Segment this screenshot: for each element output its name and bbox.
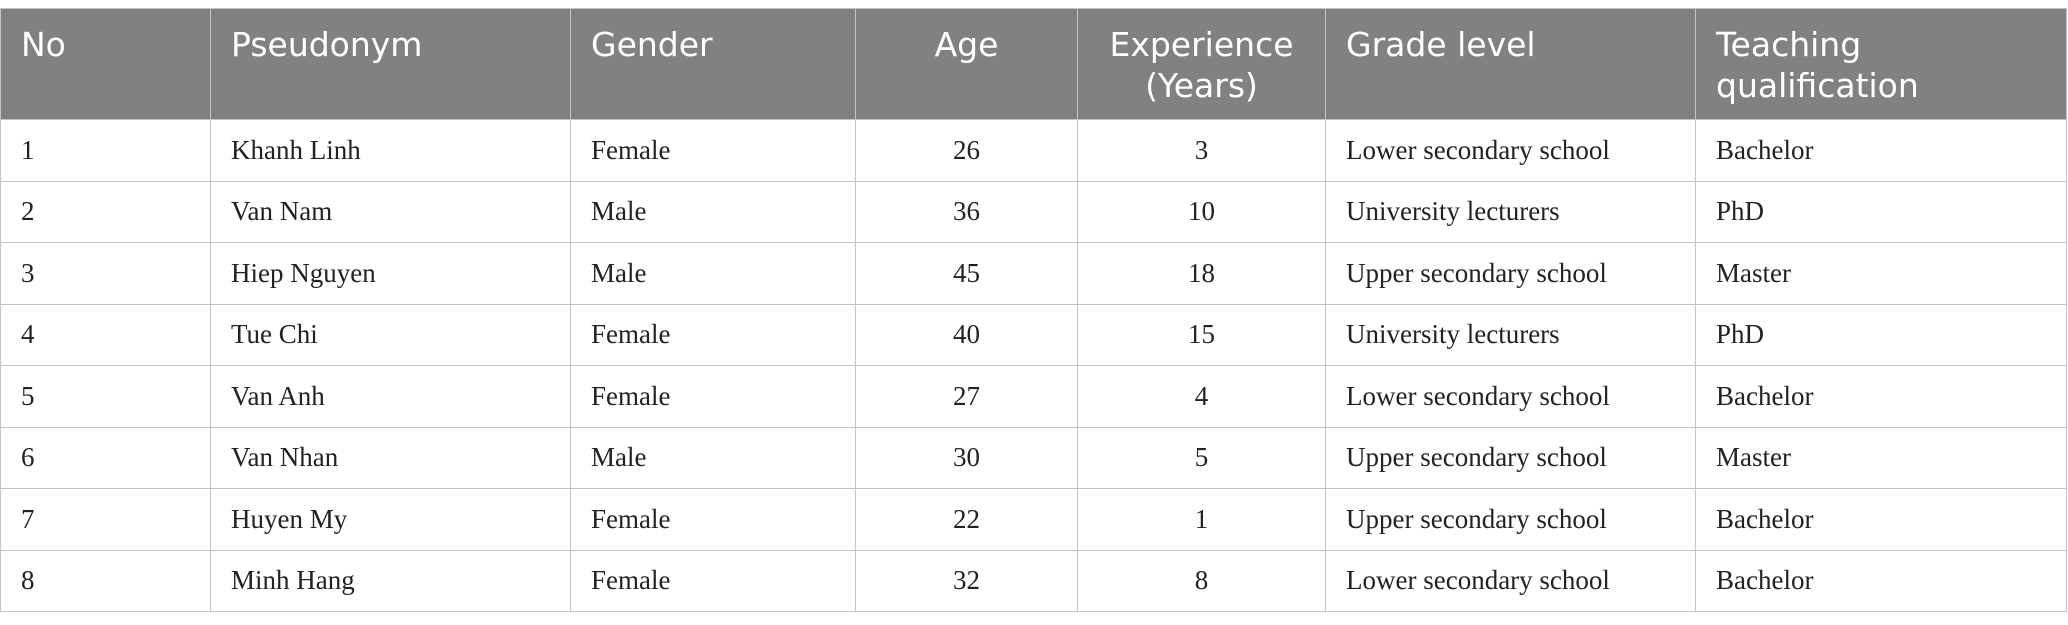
cell-age: 30 xyxy=(855,426,1078,489)
cell-no: 3 xyxy=(0,242,211,305)
cell-gender: Female xyxy=(570,488,856,551)
header-age: Age xyxy=(855,8,1078,120)
cell-experience: 4 xyxy=(1077,365,1326,428)
cell-pseudonym: Hiep Nguyen xyxy=(210,242,571,305)
cell-pseudonym: Van Anh xyxy=(210,365,571,428)
cell-gender: Male xyxy=(570,426,856,489)
header-row: No Pseudonym Gender Age Experience (Years… xyxy=(0,8,2067,120)
cell-no: 2 xyxy=(0,180,211,243)
cell-teaching-qualification: Bachelor xyxy=(1695,365,2067,428)
table-row: 8 Minh Hang Female 32 8 Lower secondary schoo… xyxy=(0,549,2067,612)
cell-gender: Female xyxy=(570,365,856,428)
cell-teaching-qualification: Bachelor xyxy=(1695,549,2067,612)
cell-pseudonym: Van Nam xyxy=(210,180,571,243)
table-row: 3 Hiep Nguyen Male 45 18 Upper secondary scho… xyxy=(0,242,2067,305)
cell-gender: Female xyxy=(570,119,856,182)
table-row: 7 Huyen My Female 22 1 Upper secondary school… xyxy=(0,488,2067,551)
cell-teaching-qualification: Master xyxy=(1695,426,2067,489)
cell-teaching-qualification: Bachelor xyxy=(1695,119,2067,182)
cell-grade-level: Upper secondary school xyxy=(1325,426,1696,489)
cell-gender: Male xyxy=(570,242,856,305)
cell-age: 36 xyxy=(855,180,1078,243)
cell-no: 4 xyxy=(0,303,211,366)
cell-experience: 18 xyxy=(1077,242,1326,305)
cell-experience: 8 xyxy=(1077,549,1326,612)
cell-age: 45 xyxy=(855,242,1078,305)
cell-grade-level: Upper secondary school xyxy=(1325,242,1696,305)
cell-experience: 5 xyxy=(1077,426,1326,489)
table-row: 4 Tue Chi Female 40 15 University lecturers Ph… xyxy=(0,303,2067,366)
cell-grade-level: University lecturers xyxy=(1325,180,1696,243)
cell-grade-level: Lower secondary school xyxy=(1325,549,1696,612)
cell-teaching-qualification: Bachelor xyxy=(1695,488,2067,551)
cell-teaching-qualification: PhD xyxy=(1695,303,2067,366)
table-row: 2 Van Nam Male 36 10 University lecturers PhD xyxy=(0,180,2067,243)
cell-no: 7 xyxy=(0,488,211,551)
cell-teaching-qualification: Master xyxy=(1695,242,2067,305)
cell-gender: Female xyxy=(570,549,856,612)
participants-table: No Pseudonym Gender Age Experience (Years… xyxy=(0,8,2067,612)
cell-age: 27 xyxy=(855,365,1078,428)
header-pseudonym: Pseudonym xyxy=(210,8,571,120)
cell-gender: Female xyxy=(570,303,856,366)
cell-no: 6 xyxy=(0,426,211,489)
cell-age: 26 xyxy=(855,119,1078,182)
table-row: 1 Khanh Linh Female 26 3 Lower secondary scho… xyxy=(0,119,2067,182)
cell-grade-level: University lecturers xyxy=(1325,303,1696,366)
cell-age: 22 xyxy=(855,488,1078,551)
cell-grade-level: Lower secondary school xyxy=(1325,365,1696,428)
header-teaching-qualification: Teaching qualification xyxy=(1695,8,2067,120)
cell-experience: 1 xyxy=(1077,488,1326,551)
header-grade-level: Grade level xyxy=(1325,8,1696,120)
cell-grade-level: Lower secondary school xyxy=(1325,119,1696,182)
cell-teaching-qualification: PhD xyxy=(1695,180,2067,243)
cell-pseudonym: Khanh Linh xyxy=(210,119,571,182)
cell-gender: Male xyxy=(570,180,856,243)
header-gender: Gender xyxy=(570,8,856,120)
cell-age: 32 xyxy=(855,549,1078,612)
cell-pseudonym: Van Nhan xyxy=(210,426,571,489)
cell-no: 5 xyxy=(0,365,211,428)
cell-experience: 3 xyxy=(1077,119,1326,182)
cell-pseudonym: Huyen My xyxy=(210,488,571,551)
header-experience: Experience (Years) xyxy=(1077,8,1326,120)
table-row: 6 Van Nhan Male 30 5 Upper secondary school Ma… xyxy=(0,426,2067,489)
table-row: 5 Van Anh Female 27 4 Lower secondary school B… xyxy=(0,365,2067,428)
cell-age: 40 xyxy=(855,303,1078,366)
cell-pseudonym: Minh Hang xyxy=(210,549,571,612)
cell-experience: 15 xyxy=(1077,303,1326,366)
cell-pseudonym: Tue Chi xyxy=(210,303,571,366)
table-body: 1 Khanh Linh Female 26 3 Lower secondary scho… xyxy=(0,119,2067,612)
cell-no: 8 xyxy=(0,549,211,612)
header-no: No xyxy=(0,8,211,120)
cell-grade-level: Upper secondary school xyxy=(1325,488,1696,551)
cell-no: 1 xyxy=(0,119,211,182)
table-header: No Pseudonym Gender Age Experience (Years… xyxy=(0,8,2067,120)
cell-experience: 10 xyxy=(1077,180,1326,243)
